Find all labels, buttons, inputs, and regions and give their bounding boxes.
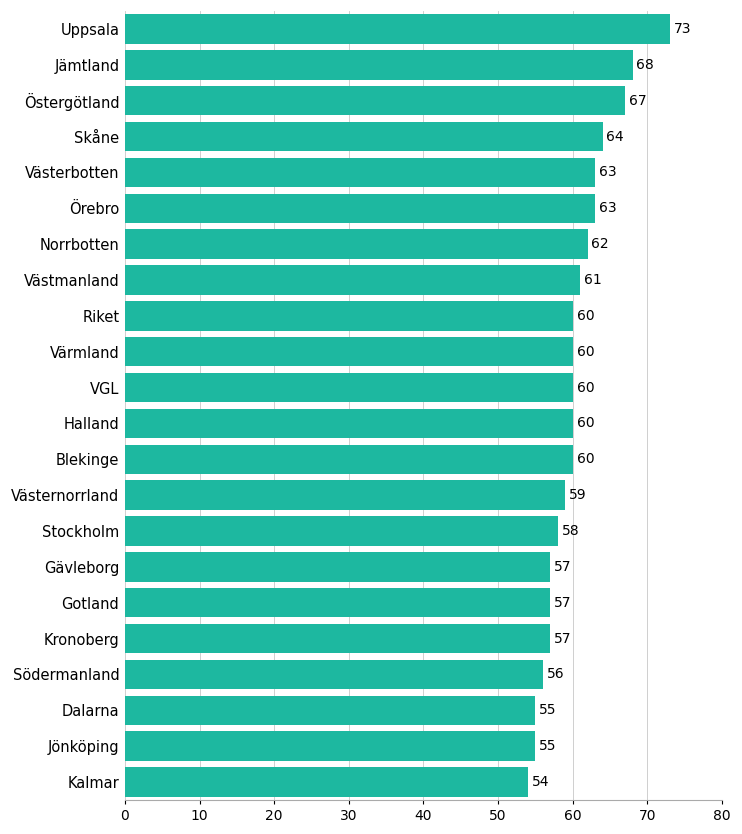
Text: 59: 59 — [569, 488, 587, 502]
Bar — [125, 158, 595, 187]
Bar — [125, 767, 528, 796]
Text: 63: 63 — [599, 165, 617, 179]
Text: 61: 61 — [584, 273, 602, 287]
Text: 57: 57 — [554, 560, 571, 574]
Bar — [125, 193, 595, 223]
Text: 60: 60 — [577, 416, 594, 430]
Bar — [125, 337, 573, 366]
Bar — [125, 122, 603, 151]
Bar — [125, 265, 580, 294]
Text: 54: 54 — [532, 775, 549, 789]
Text: 64: 64 — [606, 129, 624, 143]
Bar — [125, 445, 573, 474]
Bar — [125, 373, 573, 402]
Bar — [125, 660, 543, 689]
Bar — [125, 480, 565, 510]
Text: 57: 57 — [554, 631, 571, 646]
Bar — [125, 301, 573, 330]
Text: 56: 56 — [547, 667, 564, 681]
Bar — [125, 552, 551, 581]
Bar — [125, 50, 632, 79]
Text: 60: 60 — [577, 309, 594, 323]
Text: 55: 55 — [539, 739, 556, 753]
Text: 58: 58 — [562, 524, 580, 538]
Bar — [125, 588, 551, 617]
Bar — [125, 696, 536, 725]
Text: 63: 63 — [599, 201, 617, 215]
Text: 57: 57 — [554, 595, 571, 610]
Text: 68: 68 — [636, 58, 654, 72]
Bar — [125, 624, 551, 653]
Bar — [125, 409, 573, 438]
Bar — [125, 14, 670, 43]
Bar — [125, 516, 558, 545]
Text: 55: 55 — [539, 703, 556, 717]
Text: 60: 60 — [577, 344, 594, 359]
Text: 62: 62 — [591, 237, 609, 251]
Bar — [125, 86, 625, 115]
Text: 60: 60 — [577, 452, 594, 466]
Text: 60: 60 — [577, 380, 594, 394]
Bar — [125, 731, 536, 761]
Text: 73: 73 — [674, 22, 691, 36]
Bar — [125, 229, 588, 259]
Text: 67: 67 — [628, 93, 646, 108]
